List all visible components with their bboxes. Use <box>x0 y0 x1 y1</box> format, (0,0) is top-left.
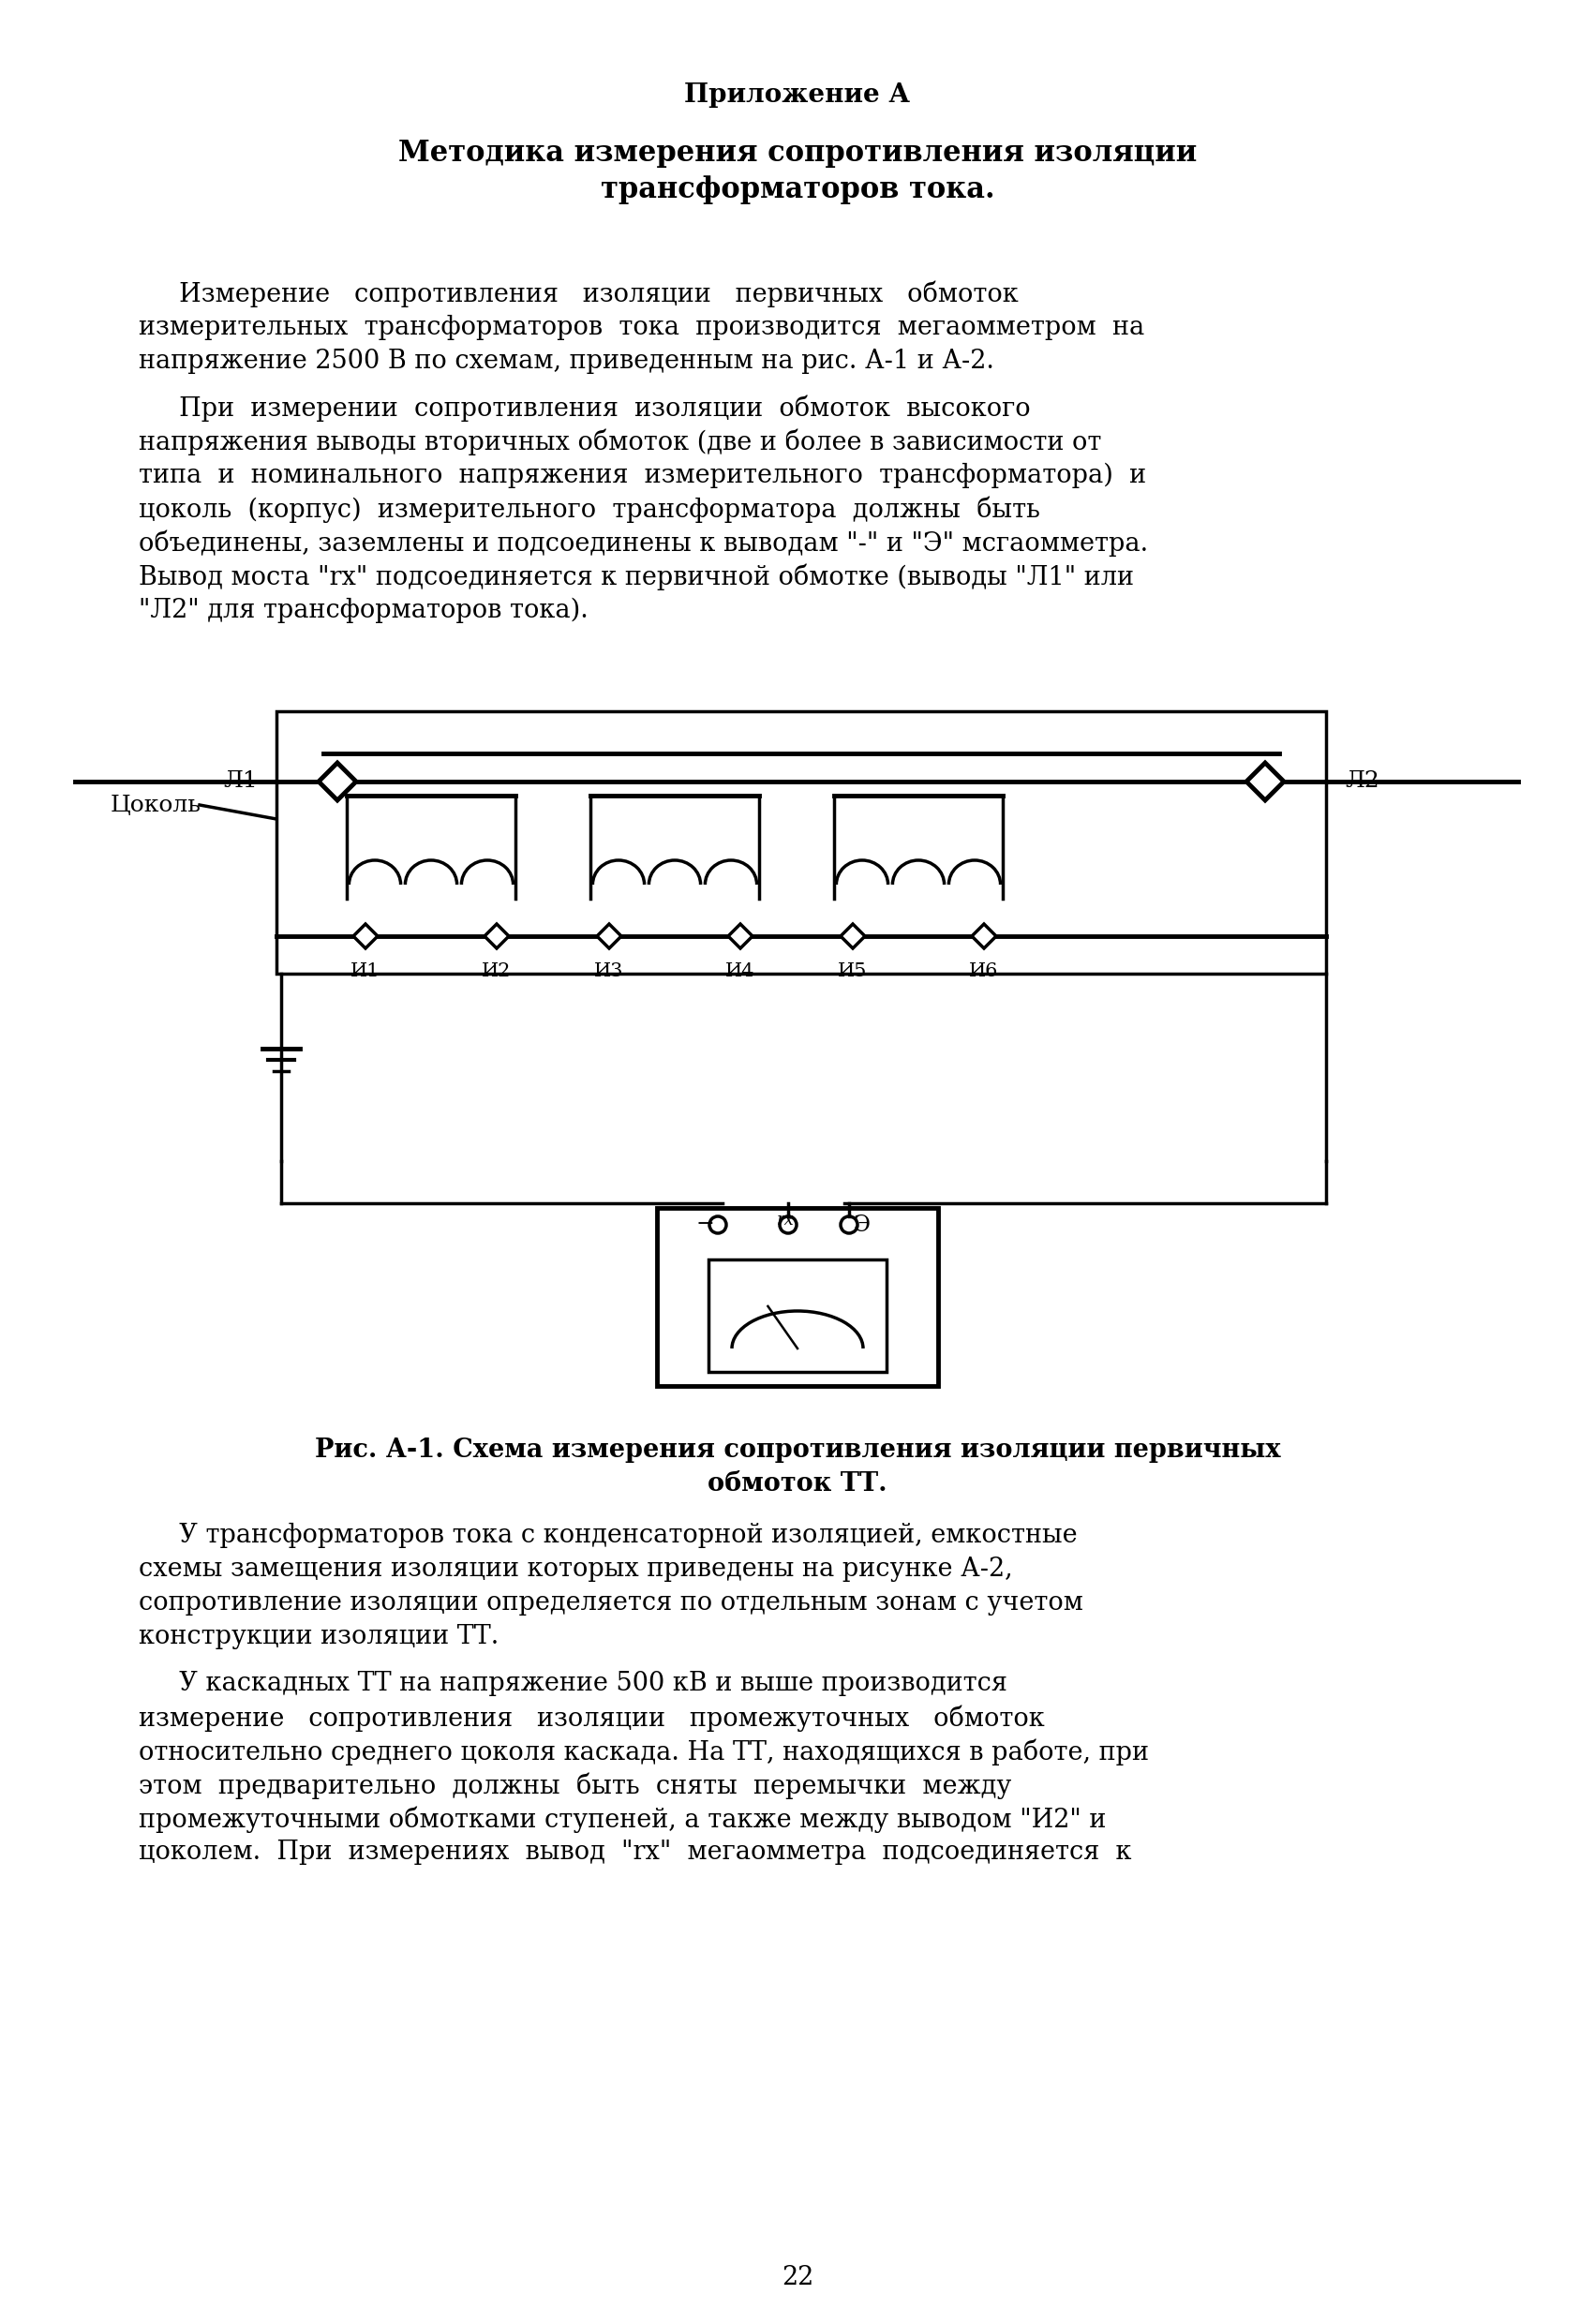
Text: Вывод моста "rх" подсоединяется к первичной обмотке (выводы "Л1" или: Вывод моста "rх" подсоединяется к первич… <box>139 565 1134 590</box>
Text: объединены, заземлены и подсоединены к выводам "-" и "Э" мсгаомметра.: объединены, заземлены и подсоединены к в… <box>139 530 1148 558</box>
Text: цоколь  (корпус)  измерительного  трансформатора  должны  быть: цоколь (корпус) измерительного трансформ… <box>139 497 1040 523</box>
Text: относительно среднего цоколя каскада. На ТТ, находящихся в работе, при: относительно среднего цоколя каскада. На… <box>139 1738 1148 1764</box>
Bar <box>657 1208 938 1385</box>
Text: И4: И4 <box>726 962 754 981</box>
Text: У каскадных ТТ на напряжение 500 кВ и выше производится: У каскадных ТТ на напряжение 500 кВ и вы… <box>139 1671 1008 1697</box>
Text: измерительных  трансформаторов  тока  производится  мегаомметром  на: измерительных трансформаторов тока произ… <box>139 314 1145 339</box>
Text: типа  и  номинального  напряжения  измерительного  трансформатора)  и: типа и номинального напряжения измерител… <box>139 462 1147 488</box>
Text: схемы замещения изоляции которых приведены на рисунке А-2,: схемы замещения изоляции которых приведе… <box>139 1557 1013 1583</box>
Polygon shape <box>1246 762 1284 799</box>
Text: обмоток ТТ.: обмоток ТТ. <box>708 1471 887 1497</box>
Polygon shape <box>597 925 622 948</box>
Text: При  измерении  сопротивления  изоляции  обмоток  высокого: При измерении сопротивления изоляции обм… <box>139 395 1030 423</box>
Text: цоколем.  При  измерениях  вывод  "rх"  мегаомметра  подсоединяется  к: цоколем. При измерениях вывод "rх" мегао… <box>139 1841 1131 1864</box>
Polygon shape <box>841 925 864 948</box>
Text: промежуточными обмотками ступеней, а также между выводом "И2" и: промежуточными обмотками ступеней, а так… <box>139 1806 1107 1834</box>
Polygon shape <box>354 925 378 948</box>
Text: Цоколь: Цоколь <box>110 795 201 816</box>
Text: Измерение   сопротивления   изоляции   первичных   обмоток: Измерение сопротивления изоляции первичн… <box>139 281 1019 307</box>
Text: напряжения выводы вторичных обмоток (две и более в зависимости от: напряжения выводы вторичных обмоток (две… <box>139 430 1102 456</box>
Text: Э: Э <box>853 1213 871 1236</box>
Text: конструкции изоляции ТТ.: конструкции изоляции ТТ. <box>139 1624 499 1650</box>
Text: И3: И3 <box>595 962 624 981</box>
Text: напряжение 2500 В по схемам, приведенным на рис. А-1 и А-2.: напряжение 2500 В по схемам, приведенным… <box>139 349 994 374</box>
Text: этом  предварительно  должны  быть  сняты  перемычки  между: этом предварительно должны быть сняты пе… <box>139 1771 1011 1799</box>
Text: "Л2" для трансформаторов тока).: "Л2" для трансформаторов тока). <box>139 597 589 623</box>
Text: Приложение А: Приложение А <box>684 81 911 107</box>
Polygon shape <box>729 925 753 948</box>
Text: rх: rх <box>777 1211 794 1229</box>
Polygon shape <box>319 762 356 799</box>
Text: И6: И6 <box>970 962 998 981</box>
Text: Методика измерения сопротивления изоляции
трансформаторов тока.: Методика измерения сопротивления изоляци… <box>399 139 1196 205</box>
Bar <box>708 1260 887 1371</box>
Text: сопротивление изоляции определяется по отдельным зонам с учетом: сопротивление изоляции определяется по о… <box>139 1590 1083 1615</box>
Text: У трансформаторов тока с конденсаторной изоляцией, емкостные: У трансформаторов тока с конденсаторной … <box>139 1522 1077 1548</box>
Text: Рис. А-1. Схема измерения сопротивления изоляции первичных: Рис. А-1. Схема измерения сопротивления … <box>314 1439 1281 1462</box>
Text: Л2: Л2 <box>1345 772 1380 792</box>
Bar <box>276 711 1325 974</box>
Text: измерение   сопротивления   изоляции   промежуточных   обмоток: измерение сопротивления изоляции промежу… <box>139 1703 1045 1731</box>
Text: 22: 22 <box>782 2264 813 2289</box>
Text: −: − <box>695 1213 715 1236</box>
Text: И2: И2 <box>482 962 512 981</box>
Text: И1: И1 <box>351 962 380 981</box>
Polygon shape <box>485 925 509 948</box>
Polygon shape <box>971 925 997 948</box>
Text: Л1: Л1 <box>223 772 258 792</box>
Text: И5: И5 <box>837 962 868 981</box>
